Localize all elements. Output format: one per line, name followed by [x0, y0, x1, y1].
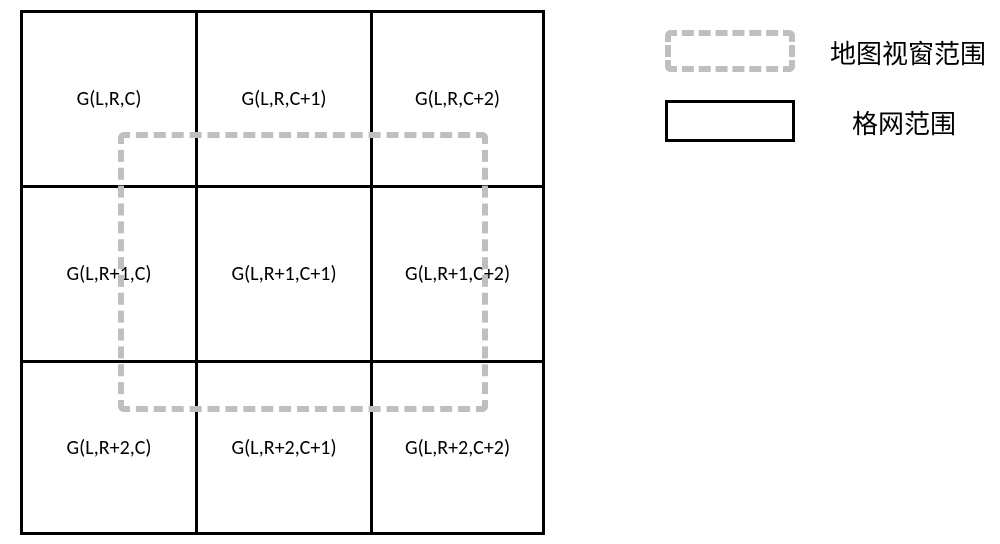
- map-viewport-extent: [118, 132, 488, 412]
- grid-cell-label: G(L,R+2,C+1): [231, 436, 336, 460]
- legend-label-grid: 格网范围: [852, 104, 956, 141]
- diagram-canvas: { "layout": { "canvas": { "width": 1000,…: [0, 0, 1000, 544]
- legend-swatch-viewport: [665, 30, 795, 72]
- grid-cell-label: G(L,R,C+2): [415, 87, 500, 111]
- grid-cell-label: G(L,R,C+1): [242, 87, 327, 111]
- legend-label-viewport: 地图视窗范围: [830, 34, 986, 71]
- legend-swatch-grid: [665, 100, 795, 142]
- grid-cell-label: G(L,R,C): [77, 87, 142, 111]
- grid-cell-label: G(L,R+2,C): [67, 436, 152, 460]
- grid-cell-label: G(L,R+2,C+2): [405, 436, 510, 460]
